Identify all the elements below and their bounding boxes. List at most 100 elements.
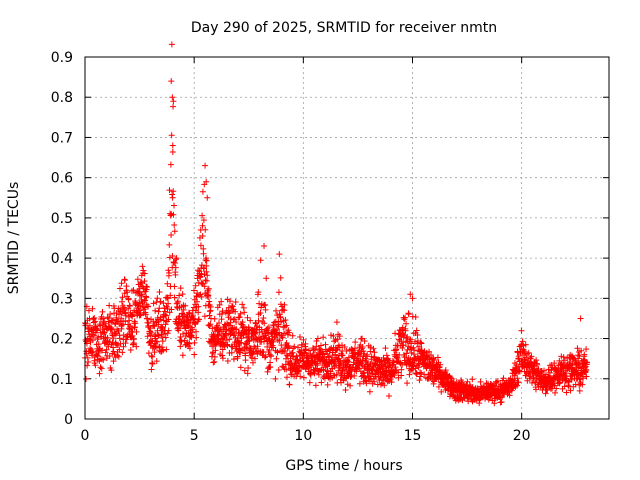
data-point — [345, 358, 352, 365]
data-point — [408, 349, 415, 356]
data-point — [583, 373, 590, 380]
data-point — [143, 294, 150, 301]
data-point — [186, 340, 193, 347]
data-point — [148, 352, 155, 359]
data-point — [405, 311, 412, 318]
data-point — [162, 334, 169, 341]
data-point — [94, 327, 101, 334]
data-point — [363, 353, 370, 360]
data-point — [285, 344, 292, 351]
data-point — [426, 348, 433, 355]
y-tick-label: 0.5 — [51, 211, 73, 227]
plot-frame — [84, 56, 610, 420]
data-point — [199, 212, 206, 219]
data-point — [89, 337, 96, 344]
data-point — [164, 280, 171, 287]
data-point — [185, 309, 192, 316]
data-point — [275, 289, 282, 296]
data-point — [239, 324, 246, 331]
data-point — [206, 308, 213, 315]
y-tick-label: 0.4 — [51, 251, 73, 267]
data-point — [132, 320, 139, 327]
data-point — [172, 256, 179, 263]
data-point — [302, 346, 309, 353]
data-point — [297, 373, 304, 380]
data-point — [148, 329, 155, 336]
data-point — [119, 349, 126, 356]
data-point — [551, 360, 558, 367]
data-point — [289, 332, 296, 339]
data-point — [359, 344, 366, 351]
data-point — [430, 378, 437, 385]
data-point — [171, 228, 178, 235]
data-point — [200, 250, 207, 257]
data-point — [261, 320, 268, 327]
data-point — [404, 380, 411, 387]
y-tick-label: 0.3 — [51, 291, 73, 307]
data-point — [391, 366, 398, 373]
data-point — [164, 294, 171, 301]
data-point — [401, 332, 408, 339]
y-tick-label: 0.6 — [51, 171, 73, 187]
data-point — [273, 355, 280, 362]
data-point — [186, 345, 193, 352]
data-point — [195, 303, 202, 310]
data-point — [347, 382, 354, 389]
data-point — [250, 359, 257, 366]
data-point — [142, 297, 149, 304]
data-point — [437, 361, 444, 368]
data-point — [243, 341, 250, 348]
data-point — [566, 358, 573, 365]
data-point — [385, 392, 392, 399]
data-point — [351, 372, 358, 379]
data-point — [168, 132, 175, 139]
data-point — [203, 268, 210, 275]
data-point — [202, 226, 209, 233]
data-point — [239, 319, 246, 326]
data-point — [174, 298, 181, 305]
data-point — [138, 279, 145, 286]
data-point — [190, 315, 197, 322]
x-tick-label: 0 — [81, 428, 90, 444]
data-point — [268, 352, 275, 359]
data-point — [177, 285, 184, 292]
data-point — [116, 346, 123, 353]
data-point — [178, 338, 185, 345]
data-point — [164, 305, 171, 312]
data-point — [333, 371, 340, 378]
data-point — [166, 241, 173, 248]
data-point — [413, 371, 420, 378]
data-point — [511, 372, 518, 379]
data-point — [371, 349, 378, 356]
data-point — [117, 340, 124, 347]
data-point — [145, 303, 152, 310]
data-point — [378, 370, 385, 377]
data-point — [165, 267, 172, 274]
data-point — [518, 327, 525, 334]
data-point — [244, 314, 251, 321]
data-point — [115, 311, 122, 318]
data-point — [95, 341, 102, 348]
data-point — [286, 381, 293, 388]
data-point — [115, 353, 122, 360]
data-point — [179, 291, 186, 298]
data-point — [516, 367, 523, 374]
data-point — [167, 161, 174, 168]
data-point — [139, 263, 146, 270]
data-point — [179, 352, 186, 359]
data-point — [560, 354, 567, 361]
data-point — [167, 212, 174, 219]
data-point — [418, 370, 425, 377]
data-point — [203, 257, 210, 264]
data-point — [412, 314, 419, 321]
data-point — [300, 374, 307, 381]
data-point — [312, 347, 319, 354]
data-point — [100, 356, 107, 363]
data-point — [403, 320, 410, 327]
data-point — [255, 317, 262, 324]
data-point — [438, 388, 445, 395]
data-point — [241, 367, 248, 374]
data-point — [361, 338, 368, 345]
data-point — [145, 350, 152, 357]
